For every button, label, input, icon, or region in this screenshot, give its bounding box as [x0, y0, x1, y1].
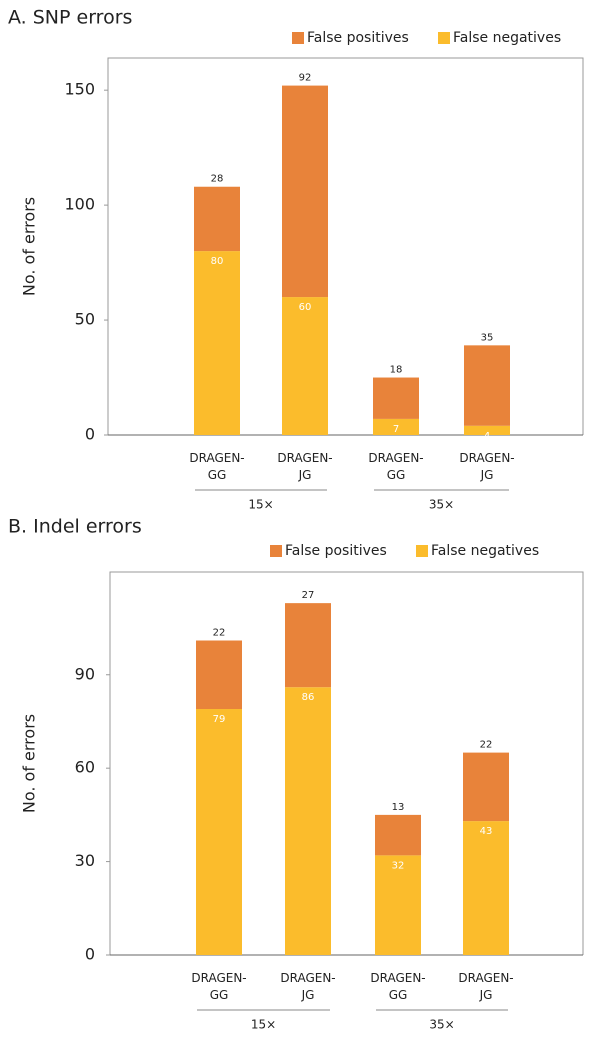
- value-label: 13: [392, 802, 405, 813]
- x-tick-label: DRAGEN-GG: [191, 971, 246, 1002]
- y-tick-label: 0: [85, 945, 95, 964]
- value-label: 92: [299, 73, 312, 84]
- group-label: 35×: [429, 498, 454, 512]
- y-tick-label: 100: [64, 195, 95, 214]
- value-label: 27: [302, 590, 315, 601]
- value-label: 22: [213, 628, 226, 639]
- bar-segment: [285, 687, 331, 955]
- value-label: 7: [393, 424, 399, 435]
- plot-frame: [107, 57, 584, 435]
- legend-swatch: [438, 32, 450, 44]
- bar-segment: [463, 752, 509, 822]
- value-label: 86: [302, 692, 315, 703]
- legend-swatch: [270, 545, 282, 557]
- x-tick-label: DRAGEN-GG: [189, 451, 244, 482]
- y-tick-label: 150: [64, 80, 95, 99]
- bar-segment: [464, 425, 510, 435]
- bar-segment: [282, 85, 328, 298]
- x-tick-label: DRAGEN-JG: [280, 971, 335, 1002]
- bar-segment: [196, 709, 242, 955]
- bar-segment: [464, 345, 510, 426]
- x-tick-label: DRAGEN-JG: [277, 451, 332, 482]
- bar-segment: [463, 821, 509, 955]
- value-label: 79: [213, 714, 226, 725]
- group-label: 35×: [429, 1018, 454, 1032]
- value-label: 35: [481, 332, 494, 343]
- value-label: 43: [480, 826, 493, 837]
- legend-swatch: [292, 32, 304, 44]
- value-label: 80: [211, 256, 224, 267]
- bar-segment: [375, 814, 421, 856]
- bar-segment: [373, 377, 419, 419]
- value-label: 60: [299, 302, 312, 313]
- group-label: 15×: [251, 1018, 276, 1032]
- value-label: 22: [480, 740, 493, 751]
- y-axis-label: No. of errors: [20, 197, 39, 296]
- plot-frame: [109, 571, 584, 955]
- legend-swatch: [416, 545, 428, 557]
- legend-label: False positives: [285, 543, 387, 559]
- y-tick-label: 30: [75, 851, 95, 870]
- bar-segment: [282, 297, 328, 435]
- bar-segment: [285, 603, 331, 688]
- y-tick-label: 90: [75, 664, 95, 683]
- bar-segment: [194, 251, 240, 435]
- bar-segment: [196, 640, 242, 710]
- bar-segment: [375, 855, 421, 955]
- y-axis-label: No. of errors: [20, 714, 39, 813]
- bar-segment: [373, 418, 419, 435]
- y-tick-label: 0: [85, 425, 95, 444]
- bar-segment: [194, 186, 240, 252]
- value-label: 28: [211, 174, 224, 185]
- x-tick-label: DRAGEN-GG: [368, 451, 423, 482]
- group-label: 15×: [248, 498, 273, 512]
- legend-label: False positives: [307, 30, 409, 46]
- value-label: 4: [484, 431, 490, 442]
- x-tick-label: DRAGEN-JG: [458, 971, 513, 1002]
- chart-title: A. SNP errors: [8, 7, 132, 29]
- value-label: 32: [392, 860, 405, 871]
- y-tick-label: 60: [75, 758, 95, 777]
- legend-label: False negatives: [431, 543, 539, 559]
- chart-title: B. Indel errors: [8, 516, 142, 538]
- value-label: 18: [390, 365, 403, 376]
- y-tick-label: 50: [75, 310, 95, 329]
- x-tick-label: DRAGEN-GG: [370, 971, 425, 1002]
- legend-label: False negatives: [453, 30, 561, 46]
- x-tick-label: DRAGEN-JG: [459, 451, 514, 482]
